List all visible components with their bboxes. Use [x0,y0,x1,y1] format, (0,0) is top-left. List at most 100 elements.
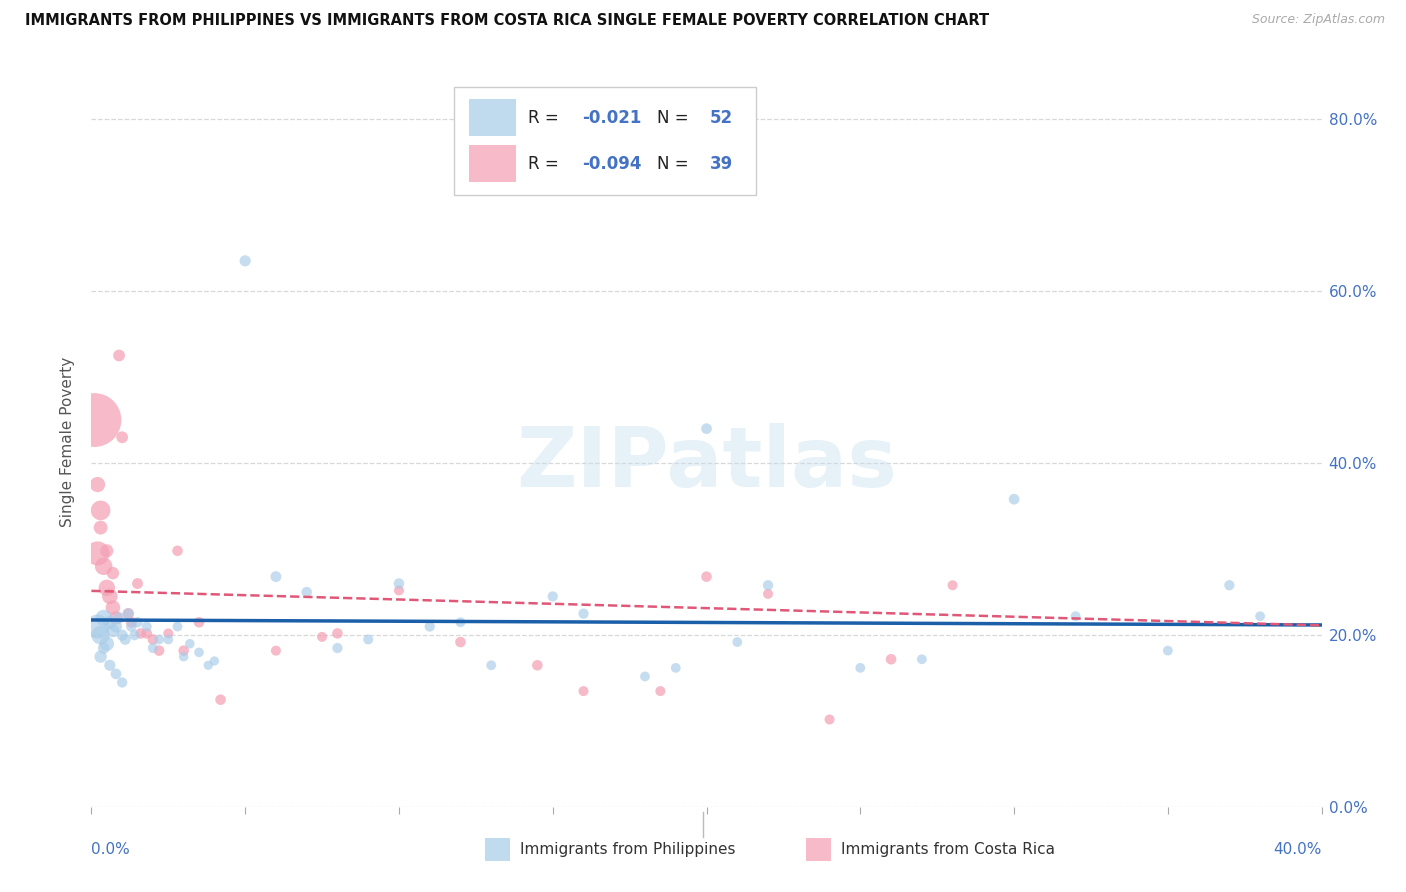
Y-axis label: Single Female Poverty: Single Female Poverty [60,357,76,526]
Point [90,649,112,664]
Point [142,632,165,647]
Point [264,643,287,657]
Text: 0.0%: 0.0% [91,842,131,856]
Point [1218,578,1240,592]
Text: 40.0%: 40.0% [1274,842,1322,856]
Point [572,607,595,621]
Text: 39: 39 [710,154,734,172]
Point [120,615,142,630]
Text: R =: R = [529,109,564,127]
Point [357,632,380,647]
Point [90,628,112,642]
Point [98,615,121,630]
Point [129,626,152,640]
Point [696,569,718,583]
FancyBboxPatch shape [454,87,756,195]
Point [101,566,124,581]
Text: Immigrants from Costa Rica: Immigrants from Costa Rica [841,842,1054,856]
Point [166,544,188,558]
Point [111,628,134,642]
Point [117,607,139,621]
Text: IMMIGRANTS FROM PHILIPPINES VS IMMIGRANTS FROM COSTA RICA SINGLE FEMALE POVERTY : IMMIGRANTS FROM PHILIPPINES VS IMMIGRANT… [25,13,990,29]
Point [1002,492,1025,507]
Point [756,578,779,592]
Point [101,624,124,638]
Point [124,628,146,642]
Point [157,632,180,647]
Point [449,615,471,630]
Point [209,692,232,706]
Point [419,619,441,633]
Text: Immigrants from Philippines: Immigrants from Philippines [520,842,735,856]
Point [86,546,108,560]
Point [942,578,965,592]
Point [148,632,170,647]
Point [93,559,115,574]
Point [105,611,127,625]
Point [197,658,219,673]
Point [148,643,170,657]
Point [849,661,872,675]
Point [449,635,471,649]
Point [96,581,118,595]
Point [1249,609,1271,624]
Point [108,349,131,363]
Point [388,583,411,598]
Text: -0.021: -0.021 [582,109,641,127]
Point [157,626,180,640]
Point [911,652,934,666]
Text: ZIPatlas: ZIPatlas [516,423,897,504]
Point [166,619,188,633]
Point [880,652,903,666]
Point [98,658,121,673]
Point [135,626,157,640]
Point [233,253,256,268]
Point [756,587,779,601]
FancyBboxPatch shape [470,99,516,136]
Point [188,645,211,659]
Point [98,590,121,604]
Point [326,641,349,656]
Point [650,684,672,698]
Point [388,576,411,591]
Point [173,649,195,664]
Point [725,635,748,649]
Point [135,619,157,633]
Point [114,632,136,647]
Point [83,413,105,427]
Point [105,619,127,633]
Point [93,641,115,656]
Point [90,503,112,517]
Point [96,637,118,651]
Point [179,637,201,651]
Text: 52: 52 [710,109,734,127]
Point [120,619,142,633]
Point [188,615,211,630]
Point [93,611,115,625]
Point [86,477,108,491]
Point [572,684,595,698]
Text: N =: N = [657,109,695,127]
Point [696,422,718,436]
Point [101,600,124,615]
Text: Source: ZipAtlas.com: Source: ZipAtlas.com [1251,13,1385,27]
Point [326,626,349,640]
Point [295,585,318,599]
Point [202,654,225,668]
Text: N =: N = [657,154,695,172]
Point [127,576,149,591]
Point [634,669,657,683]
Text: R =: R = [529,154,564,172]
Point [117,607,139,621]
Text: -0.094: -0.094 [582,154,641,172]
Point [1064,609,1087,624]
Point [818,713,841,727]
Point [105,666,127,681]
Point [90,520,112,534]
Point [111,675,134,690]
Point [311,630,333,644]
Point [127,615,149,630]
Point [86,619,108,633]
Point [108,611,131,625]
FancyBboxPatch shape [470,145,516,182]
